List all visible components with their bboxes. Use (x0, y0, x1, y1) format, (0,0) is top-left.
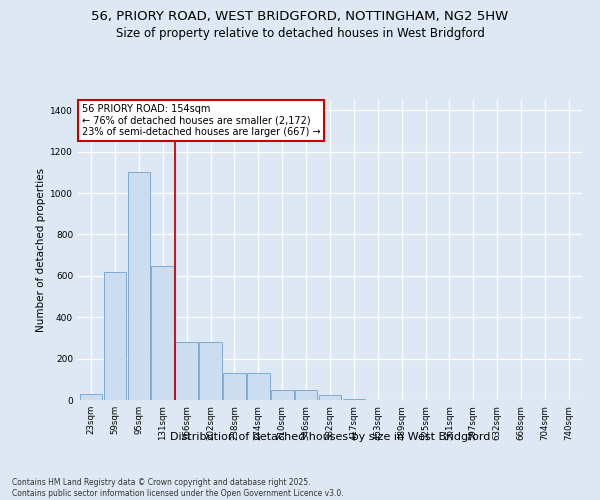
Y-axis label: Number of detached properties: Number of detached properties (36, 168, 46, 332)
Bar (295, 390, 317, 400)
Bar (247, 373, 269, 400)
Text: 56 PRIORY ROAD: 154sqm
← 76% of detached houses are smaller (2,172)
23% of semi-: 56 PRIORY ROAD: 154sqm ← 76% of detached… (82, 104, 320, 138)
Text: Contains HM Land Registry data © Crown copyright and database right 2025.
Contai: Contains HM Land Registry data © Crown c… (12, 478, 344, 498)
Bar (80, 394, 103, 400)
Bar (319, 395, 341, 400)
Text: 56, PRIORY ROAD, WEST BRIDGFORD, NOTTINGHAM, NG2 5HW: 56, PRIORY ROAD, WEST BRIDGFORD, NOTTING… (91, 10, 509, 23)
Text: Distribution of detached houses by size in West Bridgford: Distribution of detached houses by size … (170, 432, 490, 442)
Bar (104, 272, 127, 400)
Bar (343, 399, 365, 400)
Bar (175, 342, 198, 400)
Text: Size of property relative to detached houses in West Bridgford: Size of property relative to detached ho… (116, 28, 484, 40)
Bar (199, 342, 222, 400)
Bar (151, 266, 174, 400)
Bar (223, 373, 246, 400)
Bar (271, 390, 293, 400)
Bar (128, 172, 150, 400)
